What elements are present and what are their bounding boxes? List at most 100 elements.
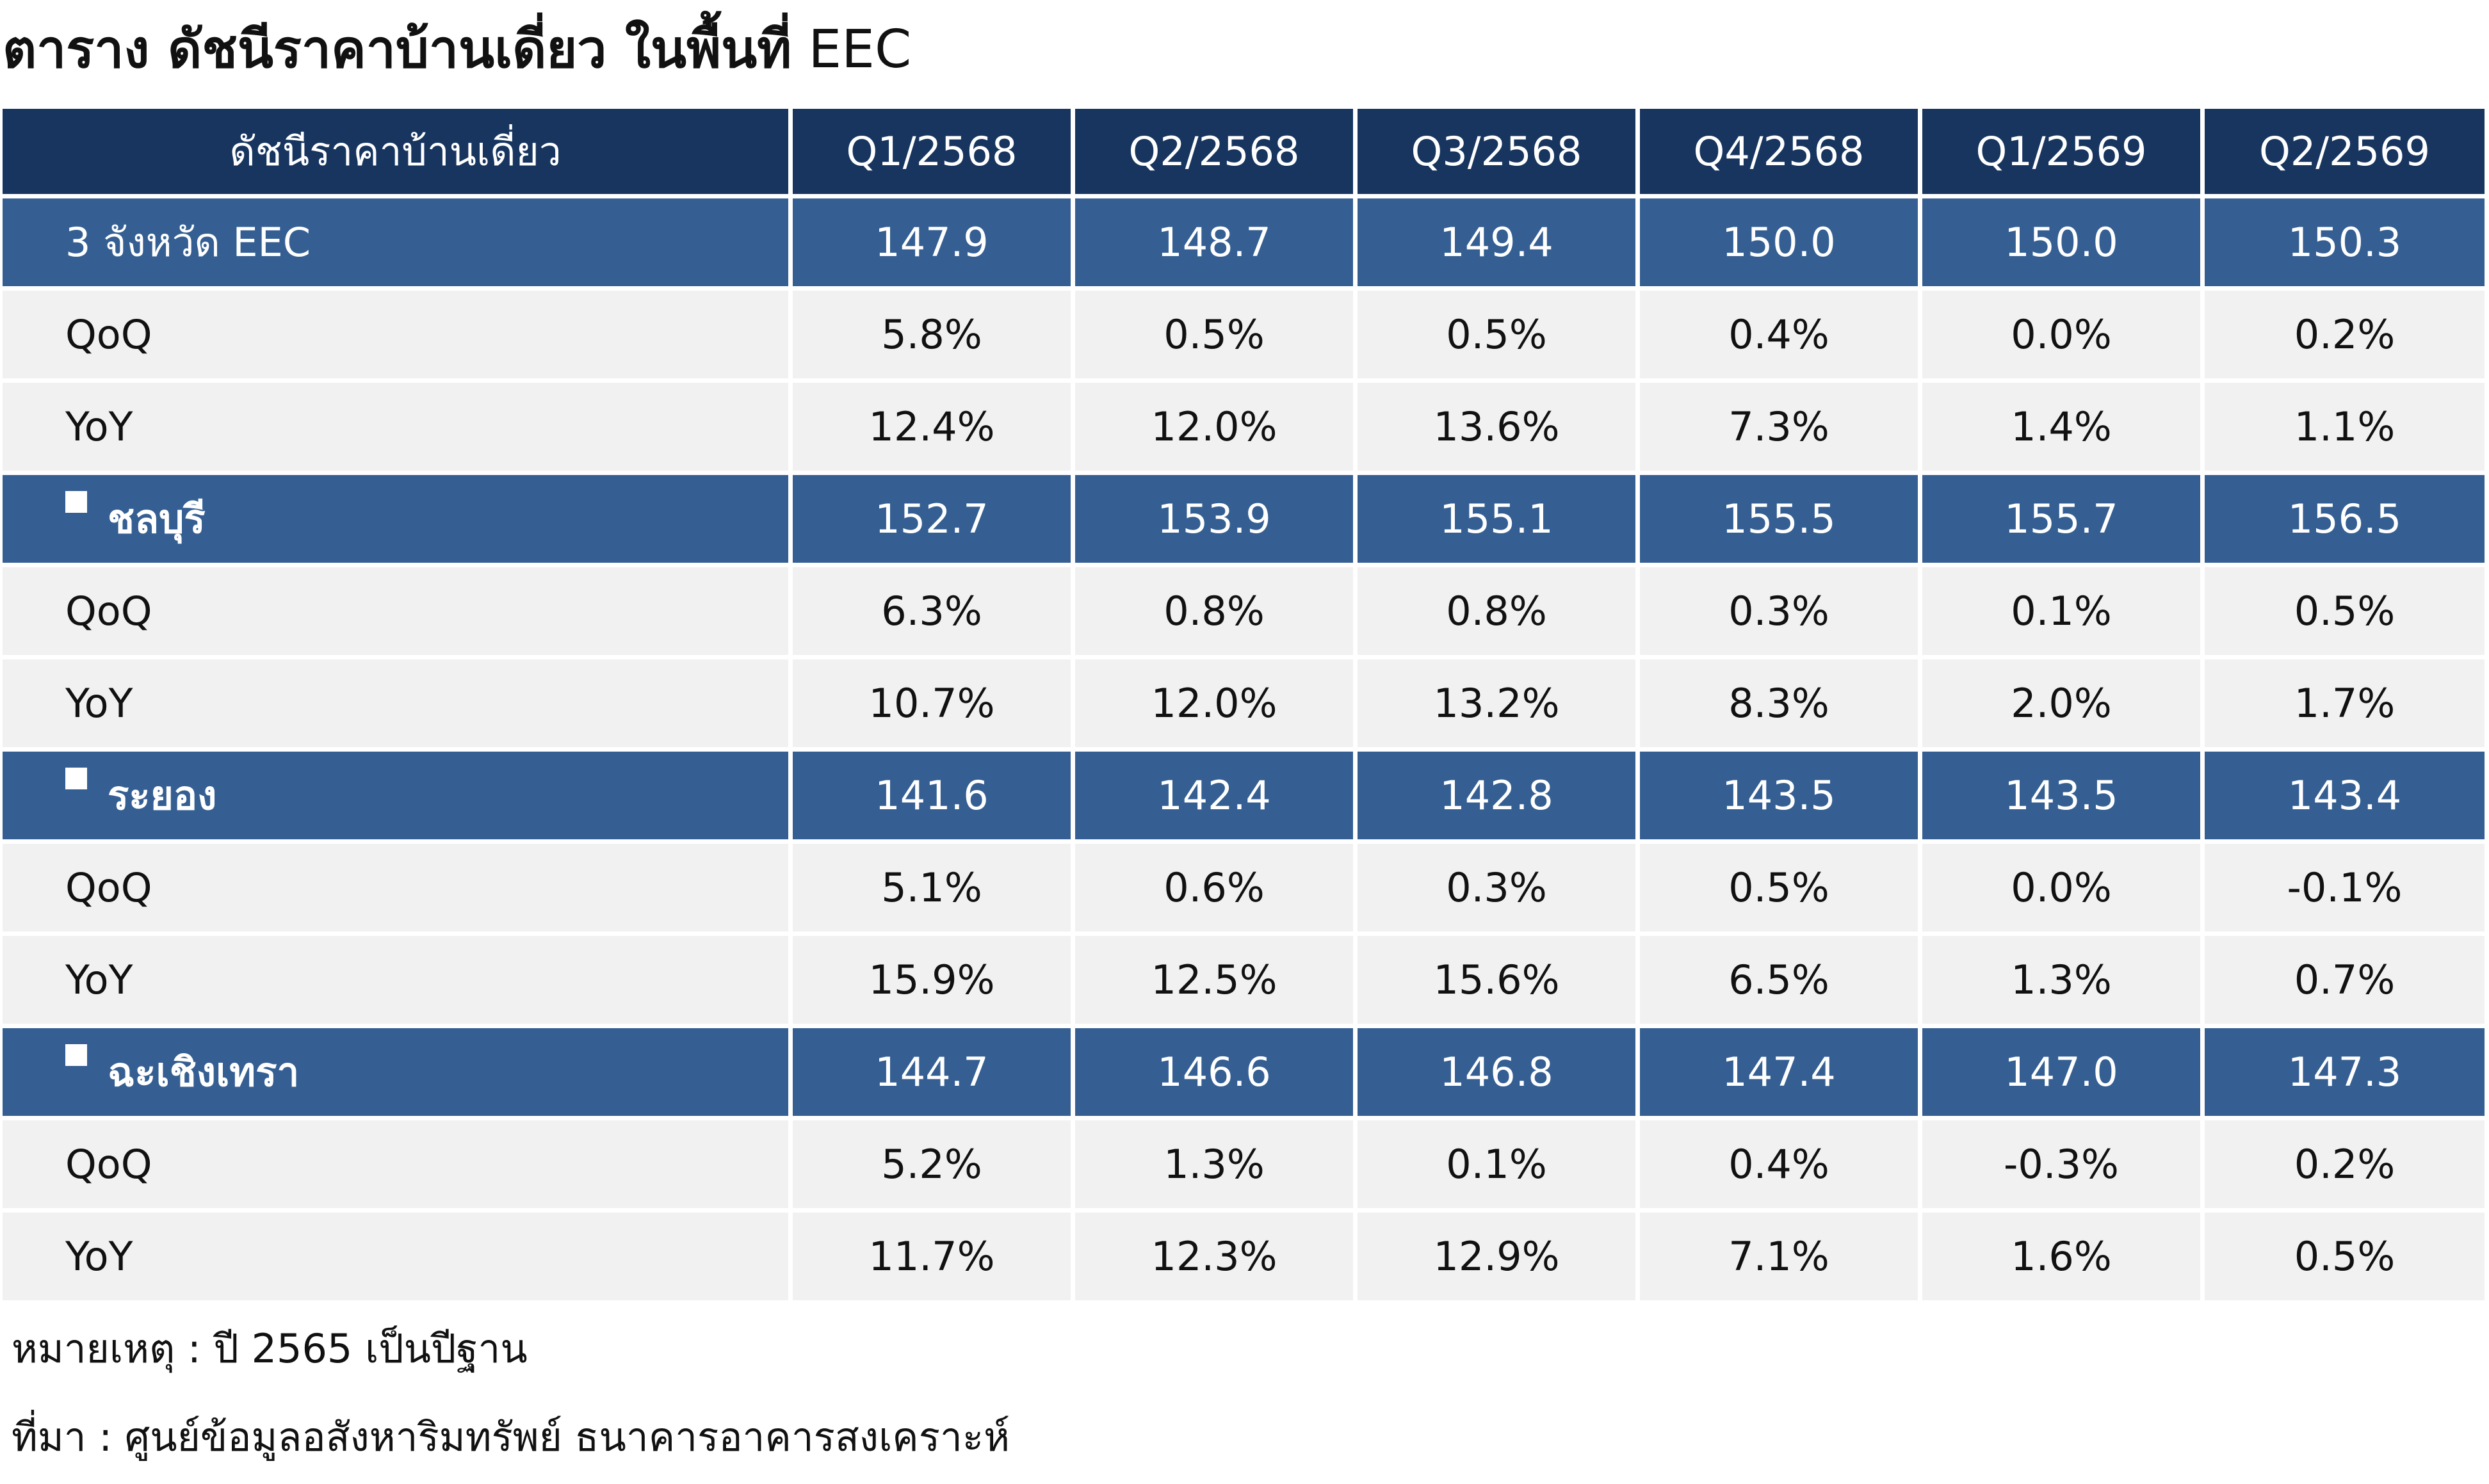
table-row-change: YoY 15.9% 12.5% 15.6% 6.5% 1.3% 0.7% — [3, 936, 2485, 1028]
table-row-change: QoQ 6.3% 0.8% 0.8% 0.3% 0.1% 0.5% — [3, 567, 2485, 659]
index-value-cell: 147.9 — [793, 198, 1075, 291]
change-value-cell: 1.7% — [2205, 659, 2485, 752]
area-name: ฉะเชิงเทรา — [108, 1048, 300, 1095]
index-value-cell: 155.5 — [1640, 475, 1922, 567]
change-value-cell: 0.5% — [2205, 567, 2485, 659]
header-cell-period: Q1/2568 — [793, 109, 1075, 198]
change-value-cell: 0.2% — [2205, 1120, 2485, 1213]
change-value-cell: 13.6% — [1358, 383, 1640, 475]
table-row-index: ระยอง 141.6 142.4 142.8 143.5 143.5 143.4 — [3, 752, 2485, 844]
change-value-cell: 12.5% — [1075, 936, 1358, 1028]
change-value-cell: 15.6% — [1358, 936, 1640, 1028]
change-value-cell: 1.1% — [2205, 383, 2485, 475]
change-value-cell: 12.4% — [793, 383, 1075, 475]
change-label-cell: QoQ — [3, 567, 793, 659]
index-value-cell: 156.5 — [2205, 475, 2485, 567]
table-body: 3 จังหวัด EEC 147.9 148.7 149.4 150.0 150.0 15… — [3, 198, 2485, 1305]
change-value-cell: 11.7% — [793, 1213, 1075, 1305]
index-value-cell: 147.0 — [1922, 1028, 2205, 1120]
index-value-cell: 148.7 — [1075, 198, 1358, 291]
header-cell-index-name: ดัชนีราคาบ้านเดี่ยว — [3, 109, 793, 198]
index-value-cell: 142.8 — [1358, 752, 1640, 844]
change-label-cell: QoQ — [3, 291, 793, 383]
change-label-cell: YoY — [3, 659, 793, 752]
table-row-change: YoY 12.4% 12.0% 13.6% 7.3% 1.4% 1.1% — [3, 383, 2485, 475]
table-row-index: ฉะเชิงเทรา 144.7 146.6 146.8 147.4 147.0 147.3 — [3, 1028, 2485, 1120]
header-cell-period: Q2/2569 — [2205, 109, 2485, 198]
index-value-cell: 143.5 — [1922, 752, 2205, 844]
index-value-cell: 150.0 — [1922, 198, 2205, 291]
change-value-cell: 0.7% — [2205, 936, 2485, 1028]
index-value-cell: 152.7 — [793, 475, 1075, 567]
table-row-change: QoQ 5.2% 1.3% 0.1% 0.4% -0.3% 0.2% — [3, 1120, 2485, 1213]
change-value-cell: 12.0% — [1075, 383, 1358, 475]
change-value-cell: -0.1% — [2205, 844, 2485, 936]
change-value-cell: 0.5% — [1640, 844, 1922, 936]
change-value-cell: 1.3% — [1922, 936, 2205, 1028]
change-value-cell: 0.8% — [1075, 567, 1358, 659]
change-value-cell: -0.3% — [1922, 1120, 2205, 1213]
change-value-cell: 0.0% — [1922, 844, 2205, 936]
index-value-cell: 142.4 — [1075, 752, 1358, 844]
table-row-change: YoY 11.7% 12.3% 12.9% 7.1% 1.6% 0.5% — [3, 1213, 2485, 1305]
index-value-cell: 147.3 — [2205, 1028, 2485, 1120]
change-label-cell: YoY — [3, 936, 793, 1028]
index-value-cell: 147.4 — [1640, 1028, 1922, 1120]
change-value-cell: 12.9% — [1358, 1213, 1640, 1305]
area-name: 3 จังหวัด EEC — [65, 218, 311, 266]
index-value-cell: 153.9 — [1075, 475, 1358, 567]
change-value-cell: 0.5% — [1075, 291, 1358, 383]
change-value-cell: 15.9% — [793, 936, 1075, 1028]
change-value-cell: 7.3% — [1640, 383, 1922, 475]
index-value-cell: 155.7 — [1922, 475, 2205, 567]
change-value-cell: 0.3% — [1640, 567, 1922, 659]
area-name-cell: ชลบุรี — [3, 475, 793, 567]
change-value-cell: 0.4% — [1640, 1120, 1922, 1213]
change-value-cell: 7.1% — [1640, 1213, 1922, 1305]
change-label-cell: QoQ — [3, 844, 793, 936]
table-row-index: 3 จังหวัด EEC 147.9 148.7 149.4 150.0 150.0 15… — [3, 198, 2485, 291]
area-name: ระยอง — [108, 771, 217, 819]
page-title: ตาราง ดัชนีราคาบ้านเดี่ยว ในพื้นที่ EEC — [3, 12, 911, 88]
index-value-cell: 146.6 — [1075, 1028, 1358, 1120]
change-label-cell: QoQ — [3, 1120, 793, 1213]
change-value-cell: 0.0% — [1922, 291, 2205, 383]
index-value-cell: 143.5 — [1640, 752, 1922, 844]
square-bullet-icon — [65, 767, 87, 789]
square-bullet-icon — [65, 490, 87, 513]
header-cell-period: Q4/2568 — [1640, 109, 1922, 198]
table-row-change: QoQ 5.8% 0.5% 0.5% 0.4% 0.0% 0.2% — [3, 291, 2485, 383]
remark-note: หมายเหตุ : ปี 2565 เป็นปีฐาน — [12, 1325, 528, 1372]
page-title-thai: ตาราง ดัชนีราคาบ้านเดี่ยว ในพื้นที่ — [3, 19, 792, 80]
change-value-cell: 6.3% — [793, 567, 1075, 659]
change-value-cell: 1.3% — [1075, 1120, 1358, 1213]
change-value-cell: 8.3% — [1640, 659, 1922, 752]
change-value-cell: 12.0% — [1075, 659, 1358, 752]
change-value-cell: 0.3% — [1358, 844, 1640, 936]
area-name: ชลบุรี — [108, 495, 206, 542]
source-note: ที่มา : ศูนย์ข้อมูลอสังหาริมทรัพย์ ธนาคา… — [12, 1414, 1010, 1460]
index-value-cell: 155.1 — [1358, 475, 1640, 567]
change-value-cell: 1.4% — [1922, 383, 2205, 475]
change-value-cell: 0.5% — [2205, 1213, 2485, 1305]
index-value-cell: 143.4 — [2205, 752, 2485, 844]
table-row-change: YoY 10.7% 12.0% 13.2% 8.3% 2.0% 1.7% — [3, 659, 2485, 752]
area-name-cell: ฉะเชิงเทรา — [3, 1028, 793, 1120]
table-row-change: QoQ 5.1% 0.6% 0.3% 0.5% 0.0% -0.1% — [3, 844, 2485, 936]
change-value-cell: 0.4% — [1640, 291, 1922, 383]
index-value-cell: 150.0 — [1640, 198, 1922, 291]
index-value-cell: 144.7 — [793, 1028, 1075, 1120]
table-header-row: ดัชนีราคาบ้านเดี่ยว Q1/2568 Q2/2568 Q3/2568… — [3, 109, 2485, 198]
change-value-cell: 1.6% — [1922, 1213, 2205, 1305]
header-cell-period: Q2/2568 — [1075, 109, 1358, 198]
index-value-cell: 146.8 — [1358, 1028, 1640, 1120]
change-value-cell: 0.2% — [2205, 291, 2485, 383]
table-row-index: ชลบุรี 152.7 153.9 155.1 155.5 155.7 156.5 — [3, 475, 2485, 567]
header-cell-period: Q3/2568 — [1358, 109, 1640, 198]
change-value-cell: 0.6% — [1075, 844, 1358, 936]
change-value-cell: 2.0% — [1922, 659, 2205, 752]
change-value-cell: 12.3% — [1075, 1213, 1358, 1305]
change-value-cell: 0.1% — [1358, 1120, 1640, 1213]
change-value-cell: 0.1% — [1922, 567, 2205, 659]
